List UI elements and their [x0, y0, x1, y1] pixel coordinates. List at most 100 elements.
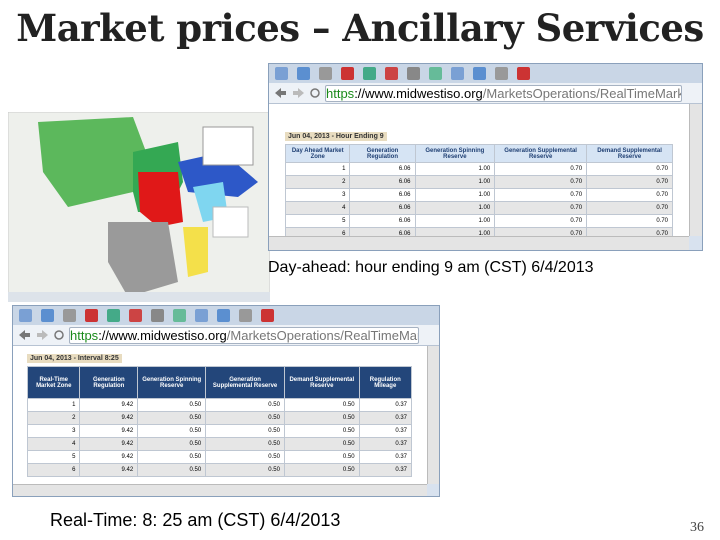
table-cell: 6.06	[349, 227, 416, 236]
table-cell: 0.70	[586, 201, 673, 215]
browser-tab[interactable]	[297, 67, 310, 80]
map-image	[8, 112, 270, 302]
table-cell: 5	[284, 214, 351, 228]
nav-buttons	[19, 330, 64, 340]
column-header: Real-Time Market Zone	[26, 366, 81, 399]
browser-tab[interactable]	[473, 67, 486, 80]
table-cell: 0.50	[137, 463, 207, 477]
table-cell: 0.50	[205, 411, 285, 425]
caption: Day-ahead: hour ending 9 am (CST) 6/4/20…	[268, 259, 594, 276]
price-table: Real-Time Market Zone Generation Regulati…	[26, 366, 413, 477]
table-cell: 0.50	[283, 424, 360, 438]
table-row: 2 6.06 1.00 0.70 0.70	[284, 175, 673, 189]
browser-tab[interactable]	[385, 67, 398, 80]
address-bar[interactable]: https://www.midwestiso.org/MarketsOperat…	[325, 85, 682, 102]
table-cell: 2	[284, 175, 351, 189]
table-row: 6 6.06 1.00 0.70 0.70	[284, 227, 673, 236]
page-content: Jun 04, 2013 - Hour Ending 9 Day Ahead M…	[269, 104, 689, 236]
column-header: Generation Regulation	[349, 144, 416, 163]
table-row: 5 6.06 1.00 0.70 0.70	[284, 214, 673, 228]
browser-tab[interactable]	[173, 309, 186, 322]
column-header: Demand Supplemental Reserve	[586, 144, 673, 163]
table-row: 1 6.06 1.00 0.70 0.70	[284, 162, 673, 176]
tab-bar	[269, 64, 702, 83]
browser-tab[interactable]	[217, 309, 230, 322]
table-cell: 0.70	[586, 227, 673, 236]
column-header: Regulation Mileage	[358, 366, 413, 399]
url-path: /MarketsOperations/RealTimeMarketDa	[482, 86, 681, 101]
browser-tab[interactable]	[363, 67, 376, 80]
browser-tab[interactable]	[129, 309, 142, 322]
table-cell: 0.70	[586, 162, 673, 176]
scrollbar[interactable]	[689, 104, 702, 236]
column-header: Generation Spinning Reserve	[414, 144, 496, 163]
table-cell: 0.50	[283, 450, 360, 464]
browser-tab[interactable]	[275, 67, 288, 80]
table-cell: 0.50	[137, 450, 207, 464]
browser-tab[interactable]	[451, 67, 464, 80]
browser-tab[interactable]	[429, 67, 442, 80]
table-row: 3 9.42 0.50 0.50 0.50 0.37	[26, 424, 413, 438]
browser-tab[interactable]	[151, 309, 164, 322]
toolbar: https://www.midwestiso.org/MarketsOperat…	[13, 325, 439, 346]
table-cell: 9.42	[79, 398, 139, 412]
table-cell: 0.70	[494, 201, 588, 215]
scrollbar[interactable]	[427, 346, 439, 484]
page-number: 36	[690, 520, 704, 535]
table-cell: 1.00	[414, 175, 496, 189]
page-heading: Jun 04, 2013 - Interval 8:25	[27, 354, 122, 363]
browser-tab[interactable]	[19, 309, 32, 322]
table-cell: 2	[26, 411, 81, 425]
browser-tab[interactable]	[261, 309, 274, 322]
browser-tab[interactable]	[195, 309, 208, 322]
table-cell: 6.06	[349, 175, 416, 189]
table-cell: 0.37	[358, 424, 413, 438]
browser-tab[interactable]	[107, 309, 120, 322]
table-cell: 6.06	[349, 188, 416, 202]
browser-tab[interactable]	[239, 309, 252, 322]
column-header: Day Ahead Market Zone	[284, 144, 351, 163]
table-cell: 4	[26, 437, 81, 451]
table-cell: 0.50	[137, 411, 207, 425]
browser-tab[interactable]	[517, 67, 530, 80]
table-cell: 1.00	[414, 162, 496, 176]
scrollbar[interactable]	[269, 236, 689, 250]
table-cell: 0.50	[283, 398, 360, 412]
tab-bar	[13, 306, 439, 325]
address-bar[interactable]: https://www.midwestiso.org/MarketsOperat…	[69, 327, 419, 344]
table-row: 3 6.06 1.00 0.70 0.70	[284, 188, 673, 202]
price-table: Day Ahead Market Zone Generation Regulati…	[284, 144, 673, 236]
browser-window-bottom: https://www.midwestiso.org/MarketsOperat…	[12, 305, 440, 497]
table-cell: 0.37	[358, 398, 413, 412]
table-cell: 9.42	[79, 450, 139, 464]
table-cell: 0.70	[494, 227, 588, 236]
url-host: ://www.midwestiso.org	[98, 328, 227, 343]
table-cell: 6.06	[349, 162, 416, 176]
table-row: 1 9.42 0.50 0.50 0.50 0.37	[26, 398, 413, 412]
column-header: Generation Regulation	[79, 366, 139, 399]
browser-tab[interactable]	[407, 67, 420, 80]
browser-tab[interactable]	[319, 67, 332, 80]
table-cell: 0.37	[358, 463, 413, 477]
browser-window-top: https://www.midwestiso.org/MarketsOperat…	[268, 63, 703, 251]
column-header: Generation Supplemental Reserve	[494, 144, 588, 163]
url-scheme: https	[326, 86, 355, 101]
browser-tab[interactable]	[495, 67, 508, 80]
table-cell: 0.70	[586, 214, 673, 228]
table-cell: 9.42	[79, 411, 139, 425]
table-cell: 0.70	[586, 175, 673, 189]
browser-tab[interactable]	[41, 309, 54, 322]
scrollbar[interactable]	[13, 484, 427, 496]
browser-tab[interactable]	[63, 309, 76, 322]
table-cell: 0.37	[358, 450, 413, 464]
column-header: Generation Supplemental Reserve	[205, 366, 285, 399]
table-cell: 4	[284, 201, 351, 215]
column-header: Generation Spinning Reserve	[137, 366, 207, 399]
table-row: 4 9.42 0.50 0.50 0.50 0.37	[26, 437, 413, 451]
browser-tab[interactable]	[85, 309, 98, 322]
table-cell: 0.50	[205, 424, 285, 438]
table-cell: 1.00	[414, 188, 496, 202]
table-cell: 5	[26, 450, 81, 464]
browser-tab[interactable]	[341, 67, 354, 80]
